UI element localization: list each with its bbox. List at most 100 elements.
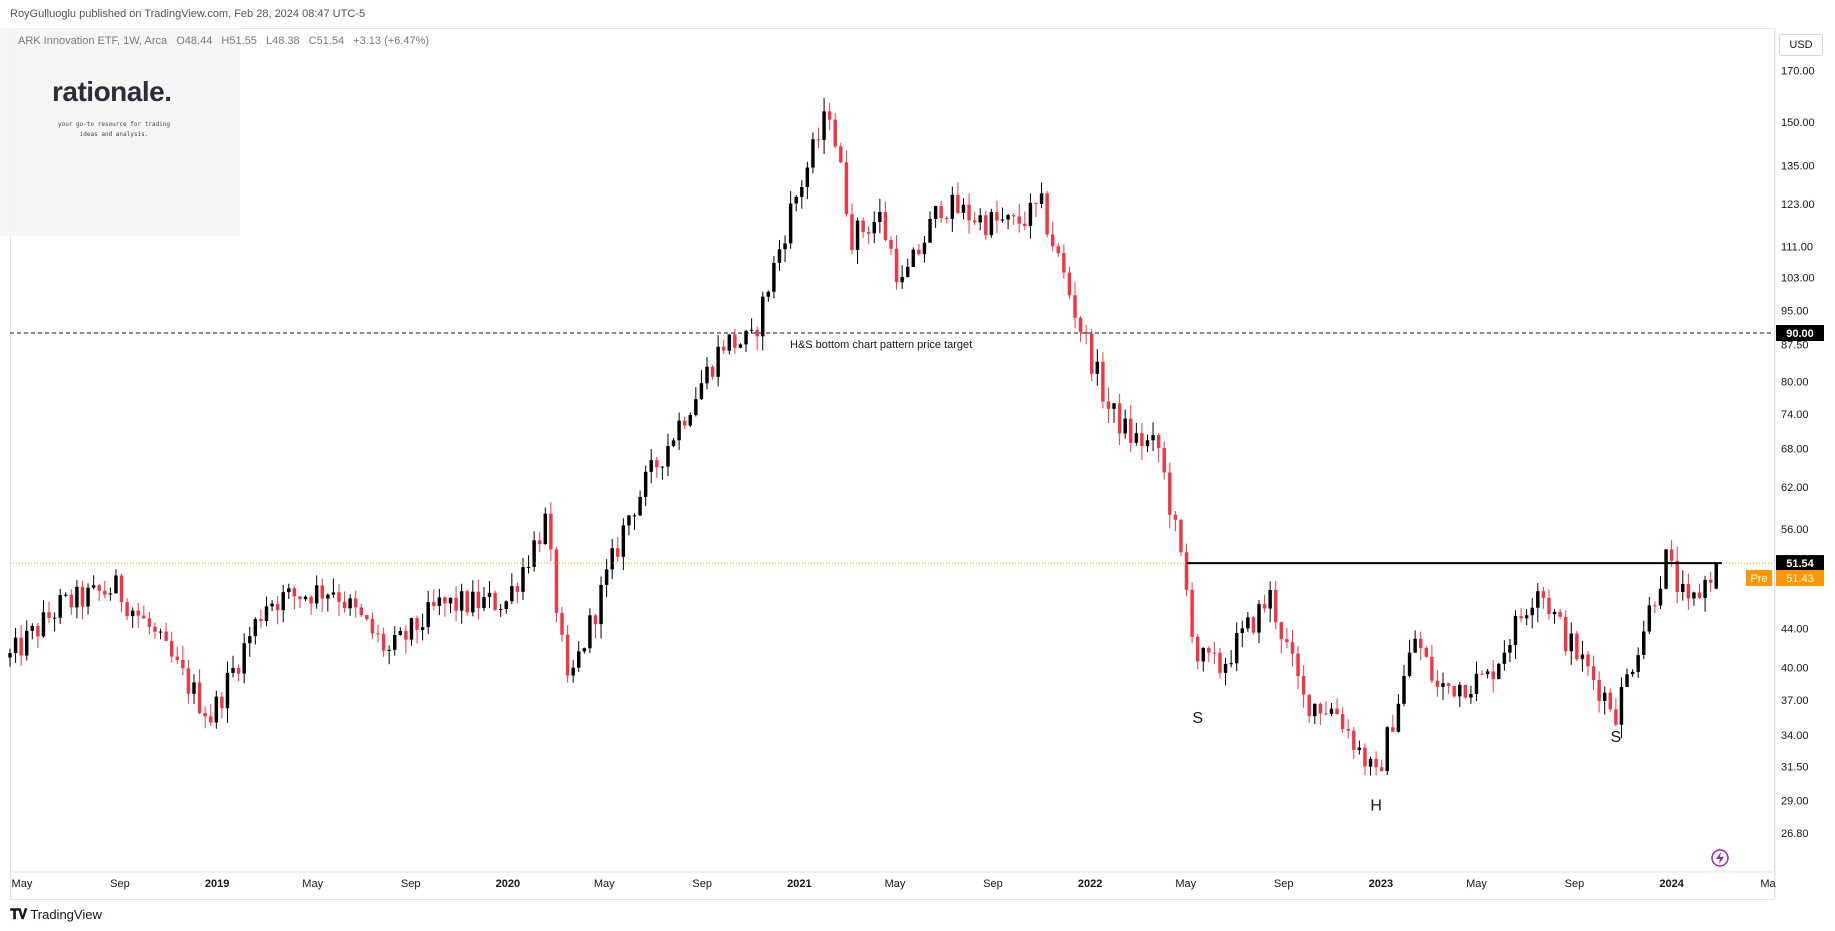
candle-body (894, 248, 899, 283)
candle-body (1714, 563, 1718, 589)
candle-body (1374, 758, 1378, 768)
candle-body (515, 586, 520, 592)
candle-body (560, 612, 564, 635)
candle-body (1474, 673, 1479, 694)
candle-body (582, 648, 587, 652)
x-tick-label: Sep (692, 878, 712, 890)
candle-body (214, 696, 219, 723)
candle-body (303, 596, 308, 600)
candle-body (1636, 654, 1640, 672)
candle-body (164, 631, 168, 641)
x-tick-label: 2020 (496, 878, 520, 890)
candle-body (655, 460, 659, 468)
premarket-value: 51.43 (1786, 573, 1814, 585)
candle-body (47, 612, 51, 618)
y-tick-label: 26.80 (1781, 828, 1809, 840)
candle-body (616, 548, 620, 557)
candle-body (1541, 591, 1546, 598)
candle-body (1675, 560, 1679, 592)
candle-body (972, 220, 977, 223)
premarket-badge (1776, 569, 1824, 586)
candle-body (878, 212, 882, 222)
candle-body (381, 633, 386, 651)
candle-body (1413, 638, 1417, 653)
candle-body (917, 249, 921, 255)
candle-body (153, 626, 157, 632)
candle-body (1112, 403, 1116, 409)
x-tick-label: Ma (1760, 878, 1776, 890)
candle-body (91, 585, 96, 588)
candle-body (872, 221, 877, 234)
candle-body (80, 586, 85, 607)
candle-body (147, 618, 152, 627)
last-price-value: 51.54 (1786, 558, 1814, 570)
candle-body (588, 615, 592, 649)
candle-body (1530, 607, 1534, 616)
candle-body (487, 592, 492, 597)
candle-body (1329, 708, 1334, 714)
candle-body (800, 187, 804, 197)
candle-body (1229, 663, 1233, 665)
candle-body (1340, 714, 1345, 730)
candle-body (1552, 611, 1557, 615)
candle-body (1491, 671, 1495, 680)
candle-body (694, 399, 698, 415)
candle-body (409, 618, 414, 640)
tradingview-brand[interactable]: 𝐓𝐕 TradingView (10, 906, 102, 923)
candle-body (1519, 615, 1523, 619)
candle-body (454, 597, 458, 611)
publisher-line: RoyGulluoglu published on TradingView.co… (10, 8, 366, 20)
candle-body (1580, 654, 1585, 660)
candle-body (108, 593, 113, 595)
candle-body (1630, 671, 1635, 675)
candle-body (192, 682, 196, 694)
candle-body (1006, 215, 1010, 220)
candle-body (1195, 636, 1200, 662)
candle-body (699, 383, 704, 400)
x-tick-label: 2021 (787, 878, 811, 890)
currency-button[interactable]: USD (1779, 34, 1823, 56)
candle-body (348, 598, 352, 609)
candle-body (465, 591, 469, 613)
candle-body (961, 204, 966, 213)
candle-body (945, 218, 949, 220)
candle-body (1379, 767, 1384, 771)
candle-body (443, 597, 447, 604)
candle-body (1703, 579, 1707, 598)
candle-body (811, 139, 815, 168)
candle-body (1179, 519, 1183, 553)
candle-body (816, 139, 821, 141)
target-line-label: H&S bottom chart pattern price target (790, 339, 972, 351)
tradingview-logo-icon: 𝐓𝐕 (10, 906, 27, 922)
symbol-legend[interactable]: ARK Innovation ETF, 1W, Arca O48.44 H51.… (18, 35, 435, 47)
ohlc-close: C51.54 (308, 35, 345, 47)
y-tick-label: 62.00 (1781, 482, 1809, 494)
candle-body (58, 594, 62, 618)
candle-body (1212, 652, 1217, 654)
candle-body (1614, 709, 1618, 725)
candle-body (1262, 604, 1267, 609)
candle-body (459, 591, 464, 611)
candle-body (950, 194, 955, 219)
candle-body (1050, 234, 1055, 247)
candle-body (1257, 604, 1261, 633)
candle-body (130, 610, 135, 617)
candle-body (855, 220, 860, 250)
candle-body (1708, 579, 1713, 583)
y-tick-label: 40.00 (1781, 663, 1809, 675)
candle-body (1357, 747, 1362, 750)
candle-body (292, 588, 297, 597)
candle-body (989, 212, 994, 236)
candle-body (1017, 216, 1021, 224)
candle-body (1502, 652, 1507, 664)
candle-body (682, 420, 687, 426)
candle-body (671, 440, 676, 446)
candle-body (1368, 758, 1373, 767)
x-tick-label: Sep (1274, 878, 1294, 890)
candle-body (627, 515, 631, 526)
candle-body (1575, 633, 1579, 660)
candle-body (404, 631, 408, 640)
candle-body (1602, 692, 1607, 701)
y-tick-label: 123.00 (1781, 199, 1815, 211)
